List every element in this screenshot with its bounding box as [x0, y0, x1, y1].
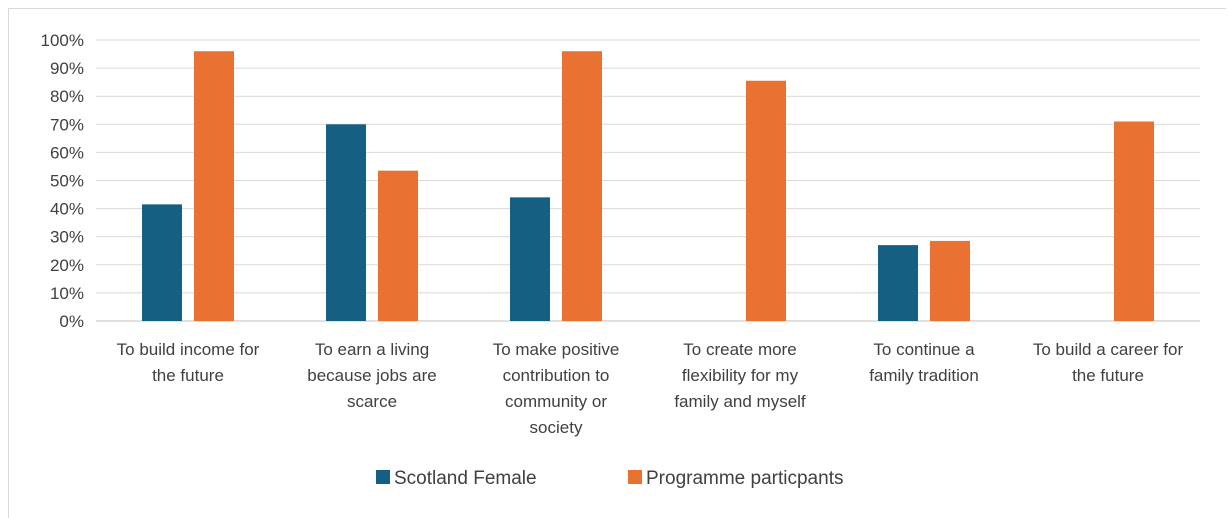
y-tick-label: 50%: [50, 172, 84, 191]
category-label: family tradition: [869, 366, 979, 385]
legend: Scotland Female Programme particpants: [376, 468, 843, 489]
y-tick-label: 80%: [50, 87, 84, 106]
x-axis-labels: To build income for the future To earn a l…: [117, 340, 1184, 437]
bar-programme-participants: [1114, 121, 1154, 322]
category-label: scarce: [347, 392, 397, 411]
legend-swatch: [628, 470, 642, 484]
category-label: To build a career for: [1033, 340, 1184, 359]
gridlines: [96, 39, 1200, 322]
y-tick-label: 20%: [50, 256, 84, 275]
category-label: To create more: [683, 340, 796, 359]
category-label: flexibility for my: [682, 366, 799, 385]
category-label: contribution to: [503, 366, 610, 385]
category-label: To continue a: [873, 340, 975, 359]
category-label: family and myself: [674, 392, 806, 411]
category-label: To earn a living: [315, 340, 429, 359]
y-tick-label: 30%: [50, 228, 84, 247]
bar-programme-participants: [378, 170, 418, 321]
bar-programme-participants: [562, 51, 602, 322]
bar-programme-participants: [746, 80, 786, 322]
bar-scotland-female: [510, 197, 550, 321]
y-tick-label: 70%: [50, 115, 84, 134]
category-label: To make positive: [493, 340, 620, 359]
y-tick-label: 100%: [41, 31, 84, 50]
category-label: the future: [152, 366, 224, 385]
bar-programme-participants: [194, 51, 234, 322]
bars: [142, 51, 1154, 322]
y-tick-label: 40%: [50, 200, 84, 219]
bar-scotland-female: [878, 245, 918, 321]
bar-scotland-female: [142, 204, 182, 321]
bar-scotland-female: [326, 124, 366, 321]
category-label: community or: [505, 392, 607, 411]
legend-swatch: [376, 470, 390, 484]
bar-programme-participants: [930, 240, 970, 321]
category-label: because jobs are: [307, 366, 436, 385]
legend-label: Scotland Female: [394, 468, 537, 489]
chart-frame: [8, 8, 1226, 518]
category-label: To build income for: [117, 340, 260, 359]
y-axis-ticks: 0% 10% 20% 30% 40% 50% 60% 70% 80% 90% 100%: [41, 31, 84, 331]
y-tick-label: 0%: [59, 312, 84, 331]
category-label: the future: [1072, 366, 1144, 385]
y-tick-label: 10%: [50, 284, 84, 303]
category-label: society: [530, 418, 583, 437]
y-tick-label: 60%: [50, 143, 84, 162]
legend-label: Programme particpants: [646, 468, 843, 489]
y-tick-label: 90%: [50, 59, 84, 78]
